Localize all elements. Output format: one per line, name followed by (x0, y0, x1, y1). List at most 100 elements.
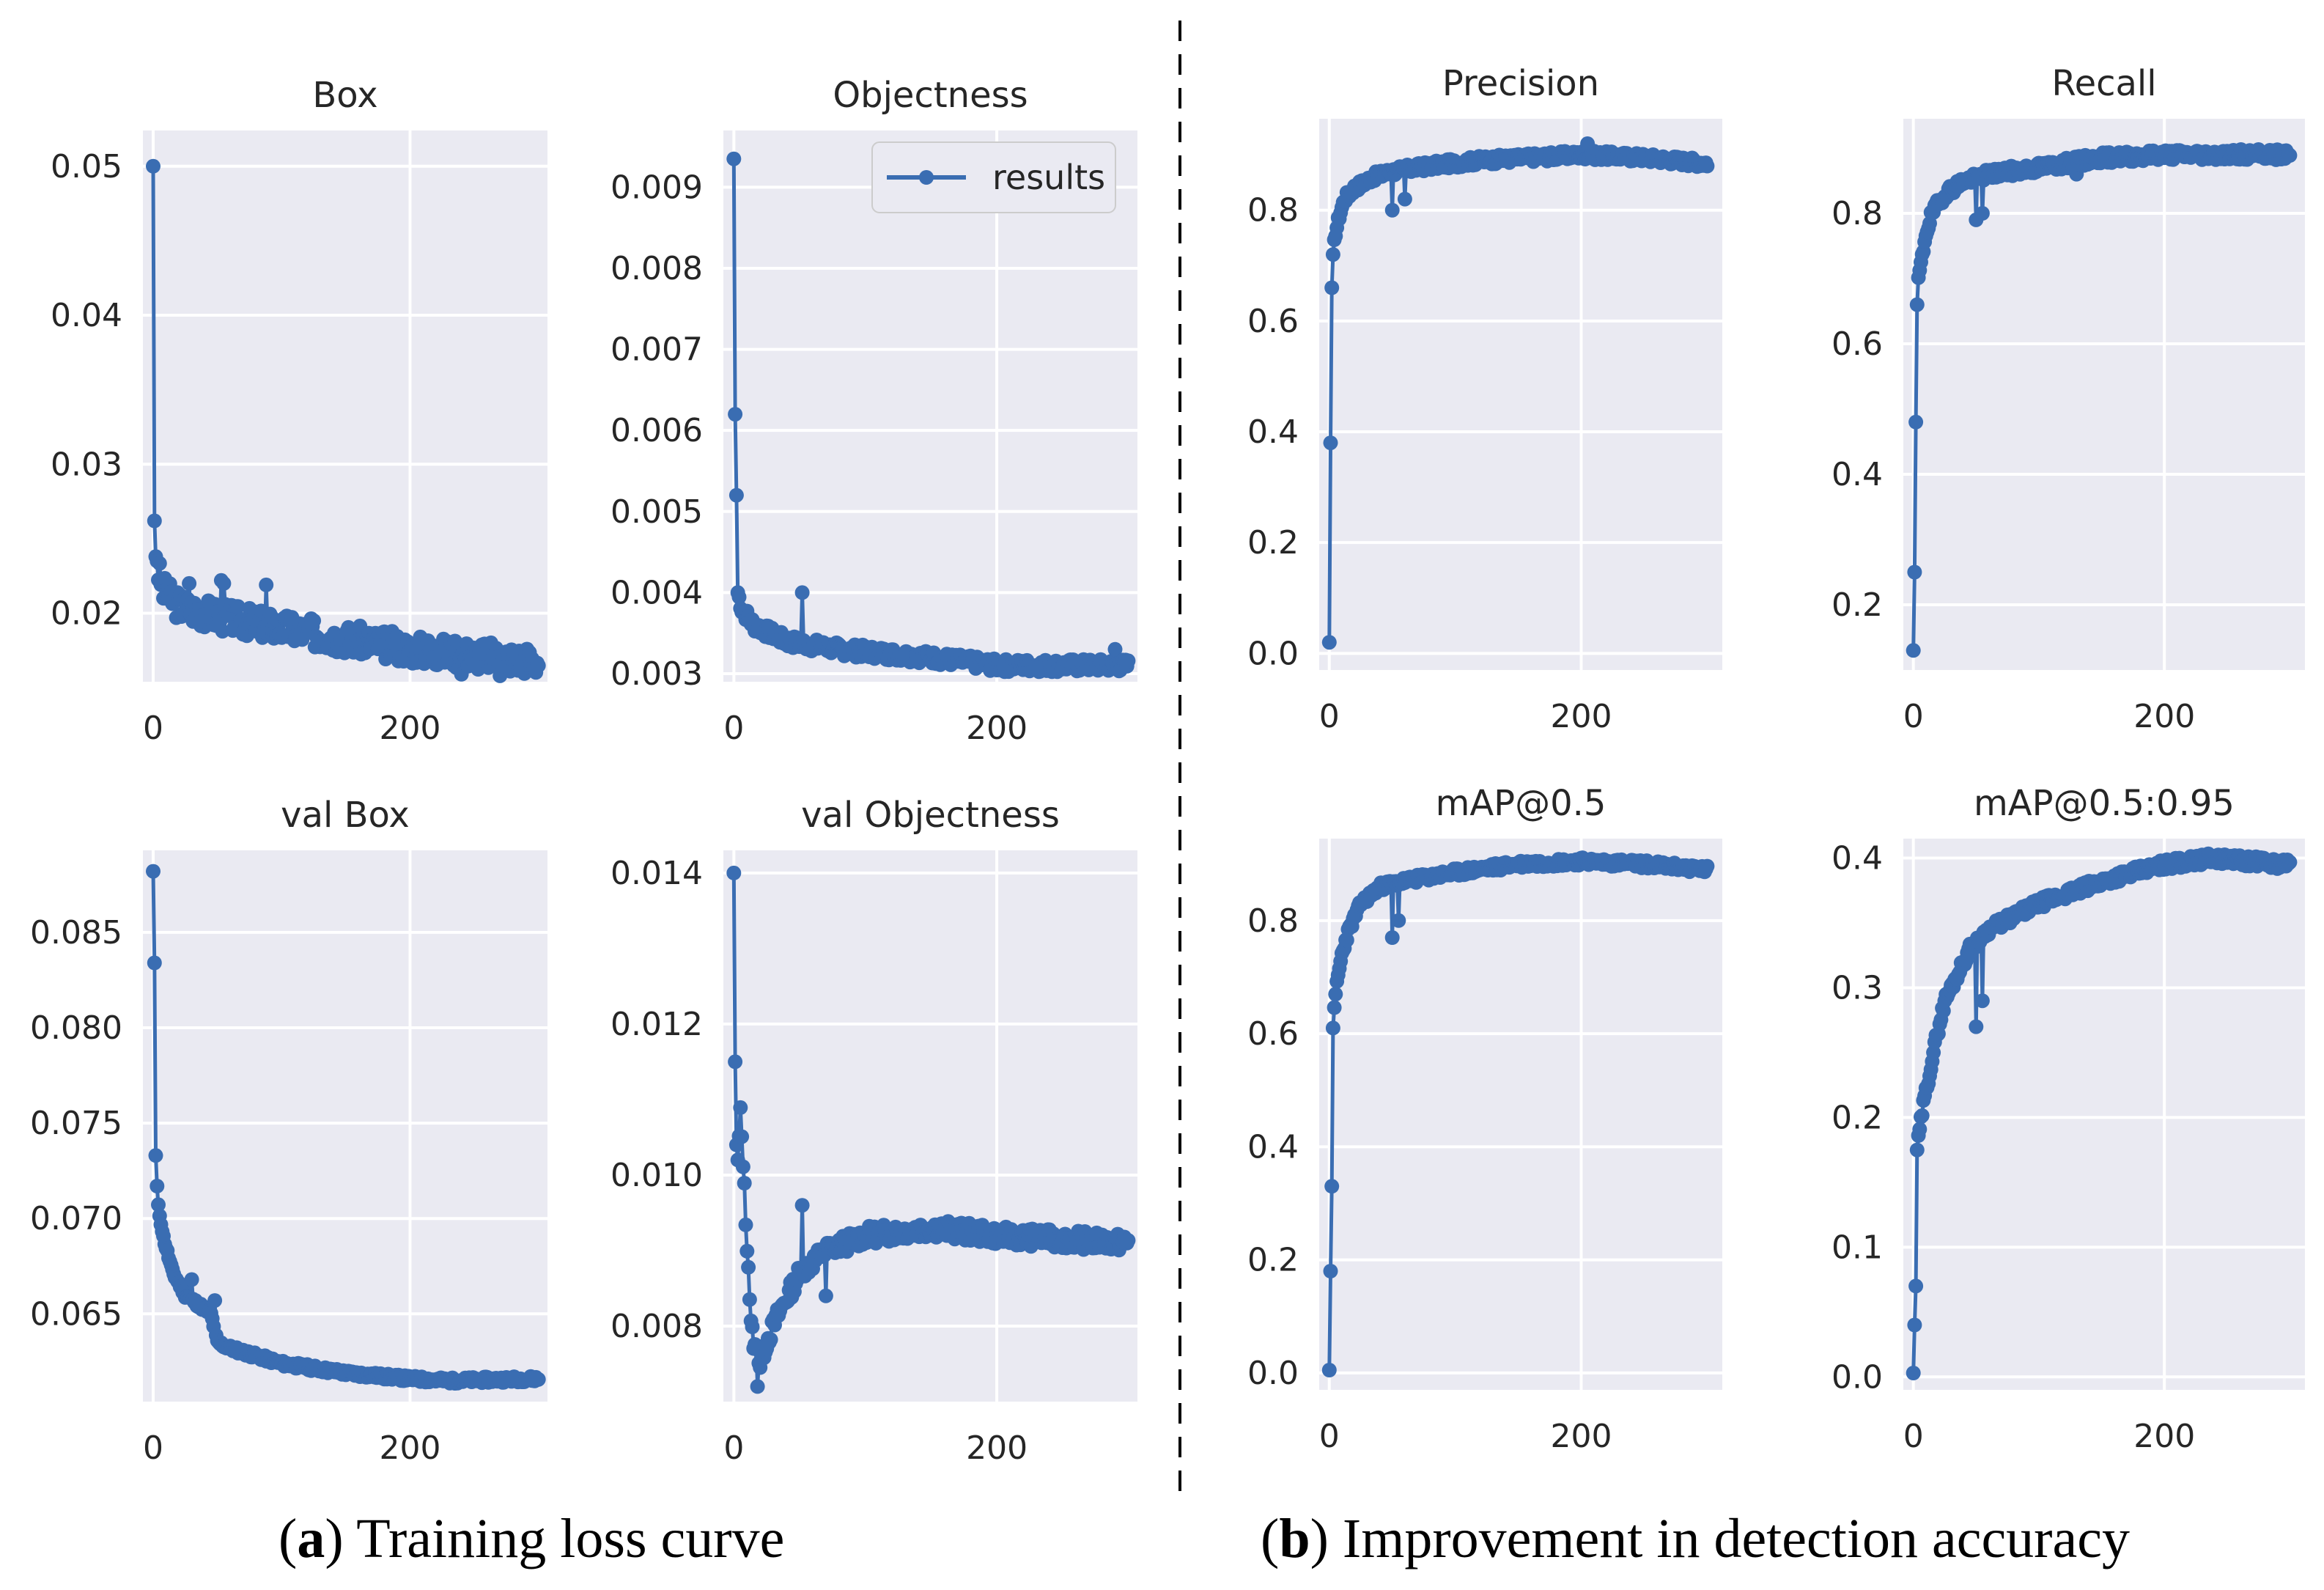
chart-5: 0 200 0.2 0.4 0.6 0.8 Recall (1831, 63, 2305, 735)
data-point (147, 955, 162, 971)
data-point (1324, 1179, 1340, 1194)
series-markers (726, 151, 1136, 680)
y-tick-label: 0.02 (51, 595, 122, 633)
y-tick-label: 0.085 (30, 914, 122, 952)
data-point (1321, 1363, 1337, 1377)
plot-title: Precision (1442, 63, 1599, 104)
data-point (1397, 191, 1412, 207)
y-tick-label: 0.003 (610, 655, 703, 693)
data-point (733, 1100, 748, 1115)
plot-title: mAP@0.5:0.95 (1974, 783, 2235, 824)
y-tick-label: 0.04 (51, 297, 122, 334)
data-point (148, 1148, 163, 1163)
legend: results (871, 141, 1116, 213)
plot-title: mAP@0.5 (1436, 783, 1606, 824)
data-point (750, 1379, 765, 1394)
x-tick-label: 0 (1903, 1418, 1924, 1455)
x-tick-label: 200 (380, 1429, 441, 1467)
chart-0: 0 200 0.02 0.03 0.04 0.05 Box (51, 75, 547, 747)
data-point (230, 599, 246, 614)
y-tick-label: 0.070 (30, 1200, 122, 1237)
y-tick-label: 0.03 (51, 446, 122, 483)
data-point (1325, 1020, 1340, 1036)
data-point (726, 865, 742, 880)
y-tick-label: 0.8 (1247, 902, 1299, 940)
data-point (146, 864, 161, 879)
plot-title: Recall (2051, 63, 2156, 104)
x-tick-label: 0 (143, 710, 163, 747)
data-point (2282, 855, 2298, 870)
data-point (741, 1259, 756, 1275)
data-point (1908, 1278, 1924, 1294)
y-tick-label: 0.8 (1247, 192, 1299, 229)
x-tick-label: 200 (380, 710, 441, 747)
y-tick-label: 0.2 (1247, 1242, 1299, 1279)
plot-title: Box (312, 75, 377, 116)
data-point (763, 1332, 778, 1347)
y-tick-label: 0.012 (610, 1006, 703, 1043)
data-point (1907, 1317, 1922, 1333)
y-tick-label: 0.4 (1247, 1128, 1299, 1166)
data-point (818, 1288, 833, 1303)
legend-box (871, 141, 1116, 213)
y-tick-label: 0.007 (610, 331, 703, 369)
y-tick-label: 0.004 (610, 574, 703, 611)
caption-b: (b) Improvement in detection accuracy (1261, 1508, 2130, 1569)
plots-container: 0 200 0.02 0.03 0.04 0.05 Box 0 200 0.003 0.004 0.0… (30, 63, 2305, 1467)
x-tick-label: 200 (1551, 698, 1612, 735)
y-tick-label: 0.065 (30, 1295, 122, 1333)
data-point (794, 1198, 810, 1213)
series-markers (1906, 846, 2298, 1380)
data-point (1974, 993, 1990, 1009)
data-point (2282, 148, 2298, 163)
plot-title: val Objectness (801, 795, 1060, 836)
data-point (1327, 1000, 1342, 1015)
data-point (1384, 202, 1400, 218)
data-point (1107, 641, 1123, 657)
chart-3: 0 200 0.008 0.010 0.012 0.014 val Objectness (610, 795, 1137, 1467)
data-point (1328, 987, 1343, 1002)
y-tick-label: 0.0 (1831, 1358, 1883, 1396)
data-point (531, 658, 546, 673)
y-tick-label: 0.008 (610, 1308, 703, 1345)
caption-a: (a) Training loss curve (278, 1508, 784, 1569)
data-point (1121, 653, 1136, 669)
data-point (151, 1197, 166, 1212)
plot-background (1319, 119, 1722, 670)
plot-background (1903, 839, 2305, 1390)
x-tick-label: 200 (1551, 1418, 1612, 1455)
plot-background (1903, 119, 2305, 670)
data-point (147, 513, 162, 529)
x-tick-label: 200 (966, 1429, 1028, 1467)
plot-background (723, 850, 1137, 1402)
x-tick-label: 0 (143, 1429, 163, 1467)
data-point (1339, 932, 1354, 948)
data-point (735, 1159, 750, 1174)
y-tick-label: 0.006 (610, 412, 703, 449)
series-markers (726, 865, 1136, 1394)
y-tick-label: 0.080 (30, 1009, 122, 1047)
y-tick-label: 0.6 (1247, 303, 1299, 340)
data-point (1325, 247, 1340, 262)
data-point (731, 589, 747, 605)
y-tick-label: 0.014 (610, 855, 703, 892)
data-point (216, 575, 232, 591)
data-point (737, 1176, 752, 1190)
plot-background (143, 130, 547, 682)
plot-background (1319, 839, 1722, 1390)
data-point (745, 1320, 760, 1334)
series-markers (146, 158, 546, 683)
y-tick-label: 0.4 (1831, 456, 1883, 493)
y-tick-label: 0.3 (1831, 969, 1883, 1006)
data-point (738, 1217, 753, 1232)
plot-title: val Box (281, 795, 410, 836)
legend-marker-swatch (919, 170, 934, 185)
y-tick-label: 0.2 (1831, 586, 1883, 624)
chart-7: 0 200 0.0 0.1 0.2 0.3 0.4 mAP@0.5:0.95 (1831, 783, 2305, 1455)
data-point (150, 1179, 165, 1193)
data-point (1969, 1019, 1984, 1034)
data-point (1906, 1366, 1921, 1380)
y-tick-label: 0.010 (610, 1157, 703, 1194)
data-point (1323, 435, 1338, 451)
